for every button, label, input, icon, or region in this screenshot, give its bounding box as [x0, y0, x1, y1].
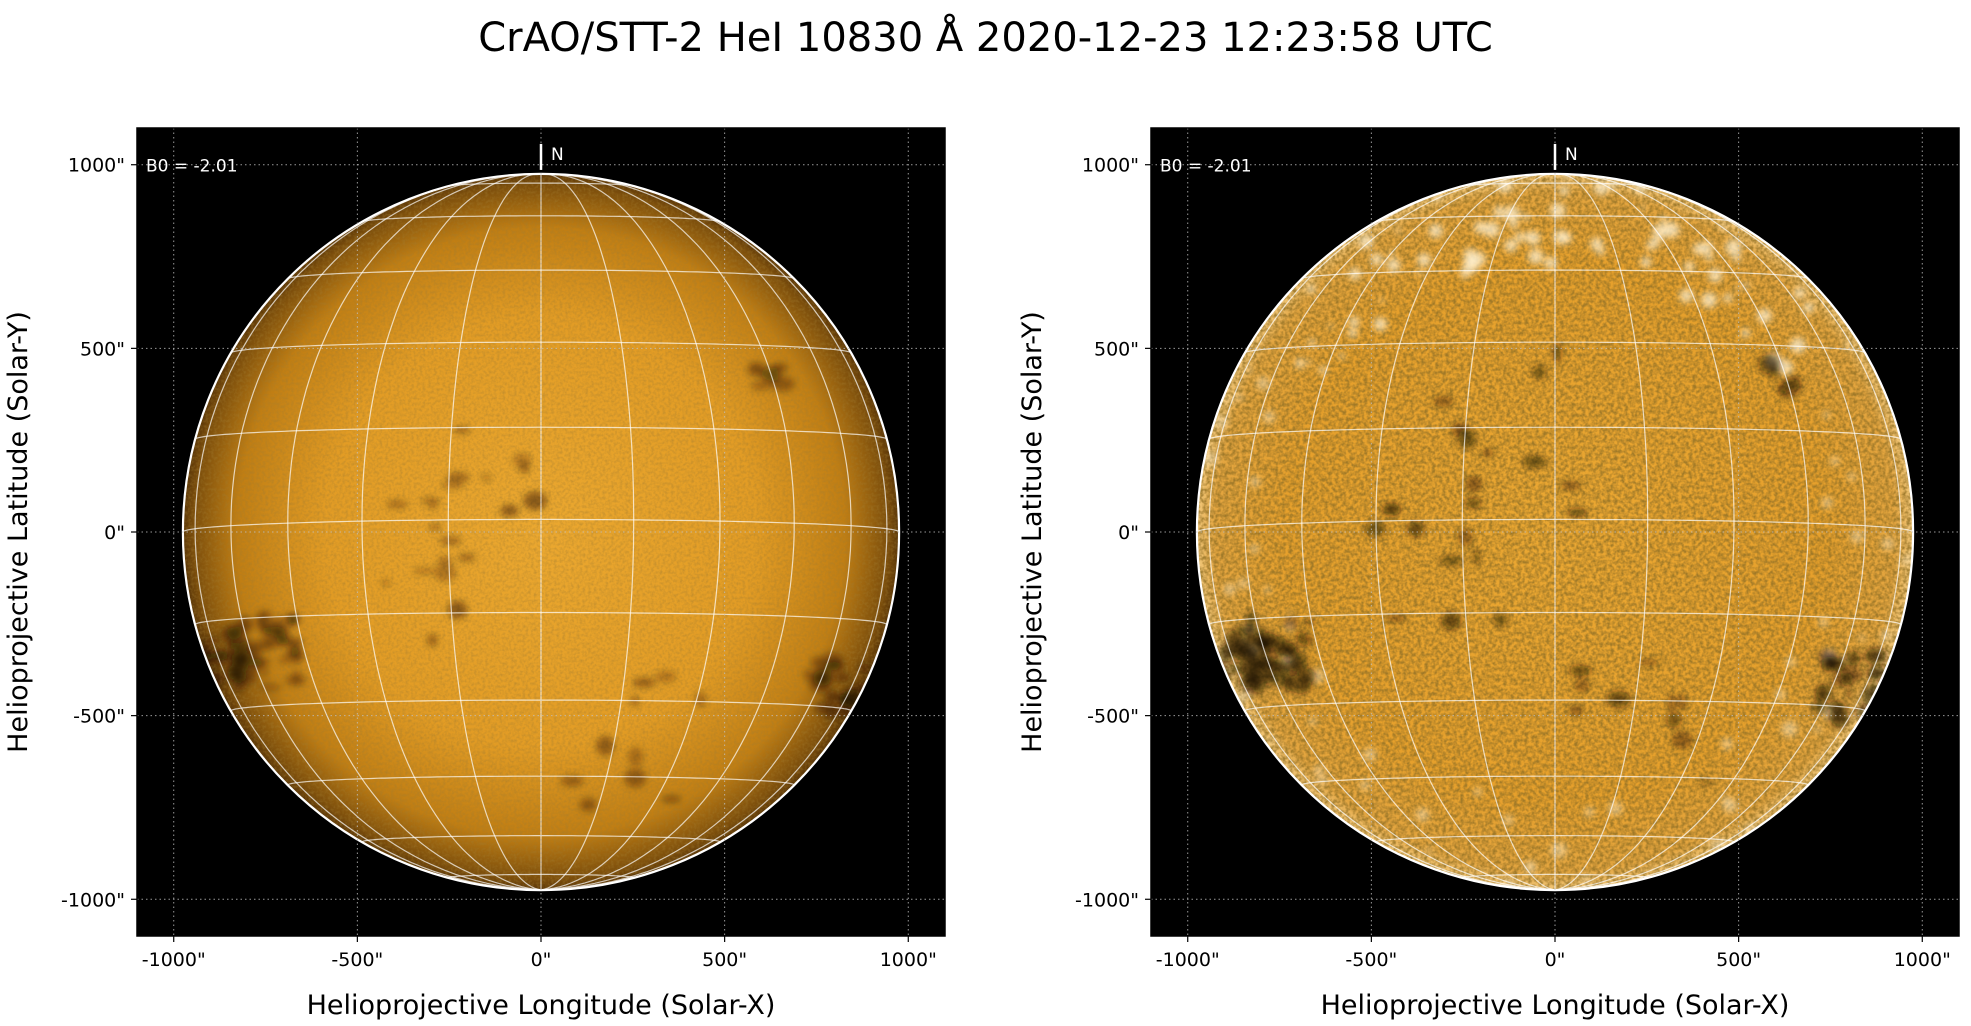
parallel-line	[1196, 518, 1914, 533]
meridian-line	[1301, 173, 1556, 891]
y-tick-label: 0"	[1118, 522, 1139, 544]
y-tick-label: 1000"	[68, 155, 125, 177]
meridian-line	[1554, 173, 1809, 891]
y-tick-label: -500"	[1087, 706, 1139, 728]
y-tick-label: -500"	[73, 706, 125, 728]
x-tick-label: 500"	[1716, 949, 1761, 971]
y-tick-label: -1000"	[61, 889, 125, 911]
north-label: N	[1565, 145, 1578, 165]
parallel-line	[1376, 215, 1734, 223]
meridian-line	[230, 174, 542, 891]
x-tick-label: -500"	[1345, 949, 1397, 971]
meridian-line	[1375, 173, 1556, 891]
meridian-line	[540, 173, 635, 891]
parallel-line	[1244, 341, 1866, 354]
parallel-line	[194, 426, 888, 440]
solar-image-panel-left: -1000" -500" 0" 500" 1000" -1000" -500" 0" 500" 1…	[3, 127, 946, 1021]
x-axis-label: Helioprojective Longitude (Solar-X)	[1321, 990, 1790, 1021]
meridian-line	[1554, 176, 1902, 891]
y-tick-label: 500"	[1094, 338, 1139, 360]
parallel-line	[1302, 269, 1808, 279]
x-axis-label: Helioprojective Longitude (Solar-X)	[307, 990, 776, 1021]
meridian-line	[287, 173, 542, 891]
x-tick-label: -500"	[331, 949, 383, 971]
meridian-line	[540, 176, 888, 891]
parallel-line	[182, 518, 900, 533]
meridian-line	[540, 173, 795, 891]
y-axis-label: Helioprojective Latitude (Solar-Y)	[1017, 311, 1048, 753]
y-tick-label: 500"	[80, 338, 125, 360]
meridian-line	[1244, 174, 1556, 891]
meridian-line	[540, 173, 721, 891]
parallel-line	[288, 269, 794, 279]
parallel-line	[362, 215, 720, 223]
meridian-line	[361, 173, 542, 891]
figure-title: CrAO/STT-2 HeI 10830 Å 2020-12-23 12:23:…	[478, 15, 1493, 61]
parallel-line	[1461, 873, 1649, 879]
meridian-line	[194, 176, 542, 891]
b0-annotation: B0 = -2.01	[146, 157, 238, 177]
meridian-line	[1208, 176, 1556, 891]
parallel-line	[230, 341, 852, 354]
parallel-line	[194, 611, 888, 625]
x-tick-label: -1000"	[142, 949, 206, 971]
y-tick-label: 1000"	[1082, 155, 1139, 177]
y-axis-label: Helioprojective Latitude (Solar-Y)	[3, 311, 34, 753]
meridian-line	[1554, 173, 1649, 891]
x-tick-label: 0"	[1545, 949, 1566, 971]
parallel-line	[447, 873, 635, 879]
x-tick-label: 1000"	[880, 949, 937, 971]
x-tick-label: -1000"	[1156, 949, 1220, 971]
meridian-line	[1554, 173, 1735, 891]
y-tick-label: -1000"	[1075, 889, 1139, 911]
x-tick-label: 1000"	[1894, 949, 1951, 971]
b0-annotation: B0 = -2.01	[1160, 157, 1252, 177]
x-tick-label: 0"	[531, 949, 552, 971]
parallel-line	[1208, 611, 1902, 625]
meridian-line	[1554, 174, 1866, 891]
north-label: N	[551, 145, 564, 165]
x-tick-label: 500"	[702, 949, 747, 971]
y-tick-label: 0"	[104, 522, 125, 544]
meridian-line	[540, 174, 852, 891]
parallel-line	[1208, 426, 1902, 440]
